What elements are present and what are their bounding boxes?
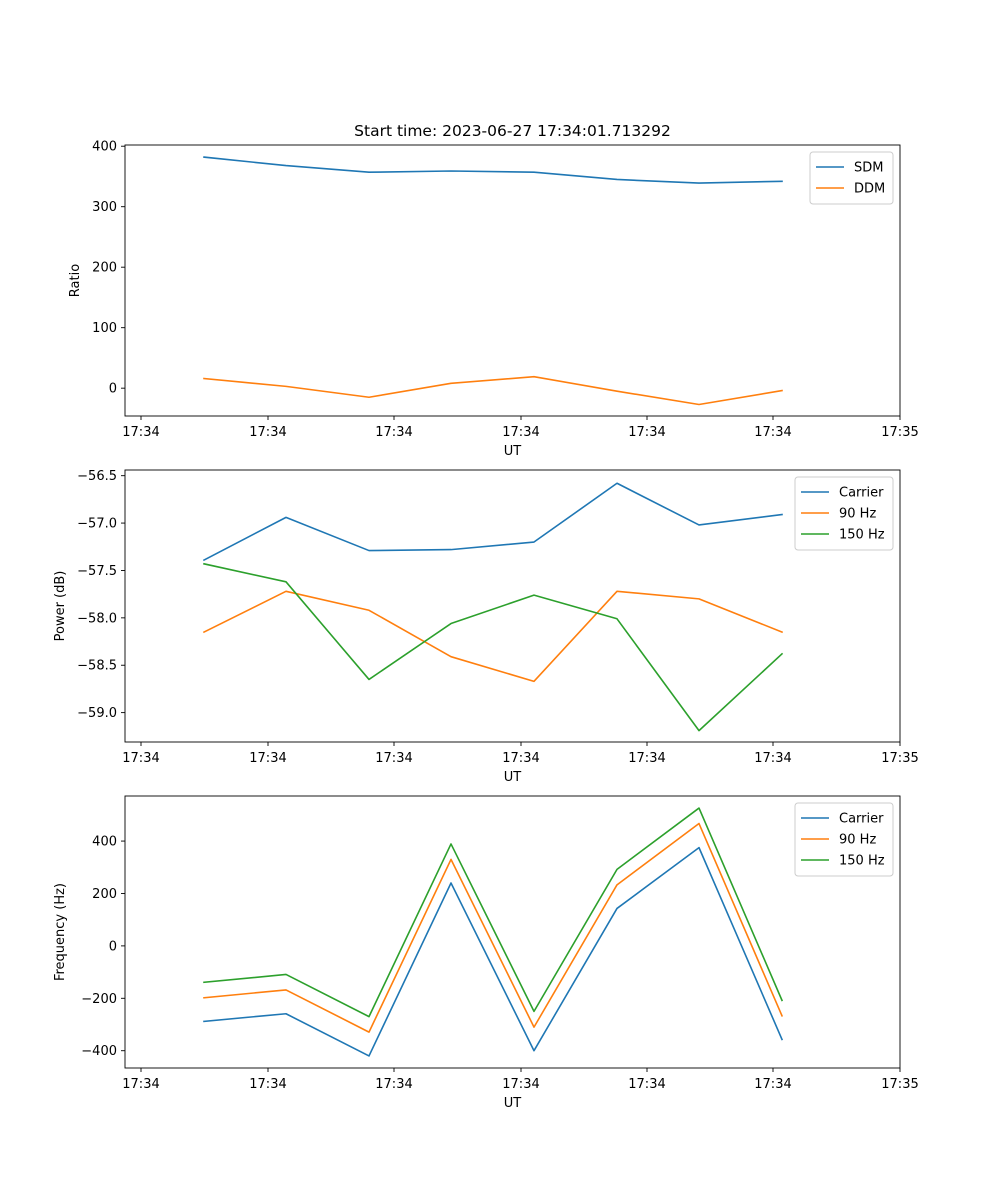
x-tick-label: 17:34 (502, 751, 539, 766)
x-tick-label: 17:34 (502, 1077, 539, 1092)
y-tick-label: −57.0 (77, 517, 117, 532)
y-axis-label: Frequency (Hz) (53, 883, 68, 981)
series-line-90-hz (202, 590, 784, 683)
y-axis-label: Power (dB) (53, 571, 68, 642)
legend: Carrier 90 Hz 150 Hz (794, 802, 894, 877)
x-tick-label: 17:34 (375, 425, 412, 440)
legend-entry: Carrier (839, 486, 884, 501)
y-tick-label: −56.5 (77, 469, 117, 484)
series-line-carrier (202, 482, 783, 562)
series-line-sdm (203, 156, 783, 184)
y-tick-label: 400 (92, 140, 117, 155)
subplot-1: 17:34 17:34 17:34 17:34 17:34 17:34 17:35 0 100 2… (68, 140, 919, 459)
x-tick-label: 17:34 (754, 425, 791, 440)
x-tick-label: 17:34 (249, 751, 286, 766)
series-line-ddm (203, 375, 783, 406)
series-line-carrier (203, 846, 784, 1057)
x-axis-label: UT (504, 444, 522, 459)
x-tick-label: 17:34 (754, 1077, 791, 1092)
y-tick-label: −59.0 (77, 706, 117, 721)
y-tick-label: 400 (92, 835, 117, 850)
y-tick-label: −57.5 (77, 564, 117, 579)
x-tick-label: 17:34 (122, 1077, 159, 1092)
subplot-3: 17:34 17:34 17:34 17:34 17:34 17:34 17:35 −400 −… (53, 795, 919, 1111)
legend: Carrier 90 Hz 150 Hz (794, 476, 894, 551)
y-tick-label: 0 (109, 382, 117, 397)
figure-title: Start time: 2023-06-27 17:34:01.713292 (354, 122, 671, 140)
x-tick-label: 17:35 (881, 1077, 918, 1092)
legend-box (809, 151, 894, 205)
legend-box (794, 476, 894, 551)
series-line-90-hz (203, 822, 784, 1033)
legend-entry: DDM (854, 182, 885, 197)
y-tick-label: 100 (92, 321, 117, 336)
y-axis-label: Ratio (68, 264, 83, 297)
legend-box (794, 802, 894, 877)
x-tick-label: 17:34 (375, 1077, 412, 1092)
legend-entry: 150 Hz (839, 854, 885, 869)
x-tick-label: 17:34 (628, 425, 665, 440)
x-tick-label: 17:34 (375, 751, 412, 766)
y-tick-label: −200 (81, 992, 117, 1007)
legend-entry: 90 Hz (839, 507, 876, 522)
legend: SDM DDM (809, 151, 894, 205)
x-tick-label: 17:34 (754, 751, 791, 766)
x-tick-label: 17:34 (122, 425, 159, 440)
x-tick-label: 17:35 (881, 425, 918, 440)
x-axis-label: UT (504, 770, 522, 785)
y-tick-label: −400 (81, 1044, 117, 1059)
x-tick-label: 17:34 (122, 751, 159, 766)
x-tick-label: 17:34 (502, 425, 539, 440)
legend-entry: 150 Hz (839, 528, 885, 543)
subplots: 17:34 17:34 17:34 17:34 17:34 17:34 17:35 0 100 2… (53, 140, 919, 1111)
legend-entry: Carrier (839, 812, 884, 827)
y-tick-label: 300 (92, 200, 117, 215)
axes-frame (124, 144, 901, 417)
y-tick-label: 200 (92, 261, 117, 276)
legend-entry: SDM (854, 161, 883, 176)
x-tick-label: 17:34 (249, 1077, 286, 1092)
x-tick-label: 17:34 (628, 1077, 665, 1092)
series-line-150-hz (203, 807, 784, 1018)
series-line-150-hz (203, 562, 784, 732)
x-axis-label: UT (504, 1096, 522, 1111)
y-tick-label: 0 (109, 939, 117, 954)
axes-frame (124, 795, 901, 1069)
subplot-2: 17:34 17:34 17:34 17:34 17:34 17:34 17:35 −59.0… (53, 469, 919, 785)
x-tick-label: 17:34 (628, 751, 665, 766)
x-tick-label: 17:35 (881, 751, 918, 766)
y-tick-label: −58.5 (77, 659, 117, 674)
legend-entry: 90 Hz (839, 833, 876, 848)
axes-frame (124, 469, 901, 743)
y-tick-label: 200 (92, 887, 117, 902)
y-tick-label: −58.0 (77, 611, 117, 626)
x-tick-label: 17:34 (249, 425, 286, 440)
